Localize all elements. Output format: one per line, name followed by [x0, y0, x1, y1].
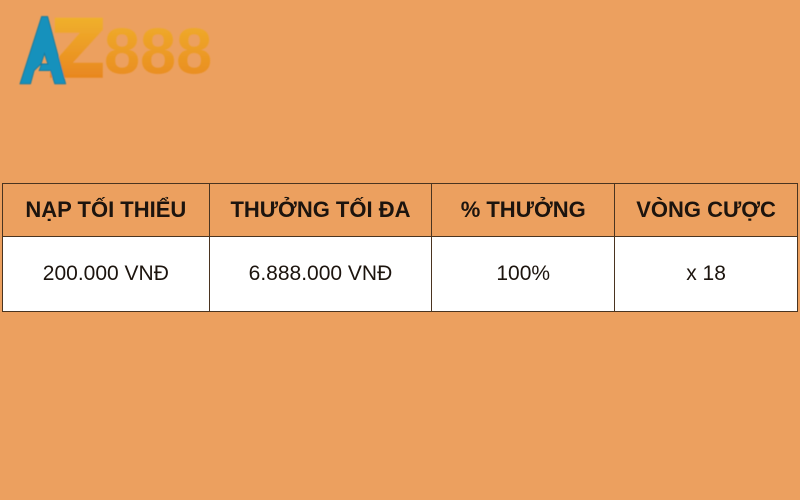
svg-text:888: 888 [104, 15, 212, 88]
